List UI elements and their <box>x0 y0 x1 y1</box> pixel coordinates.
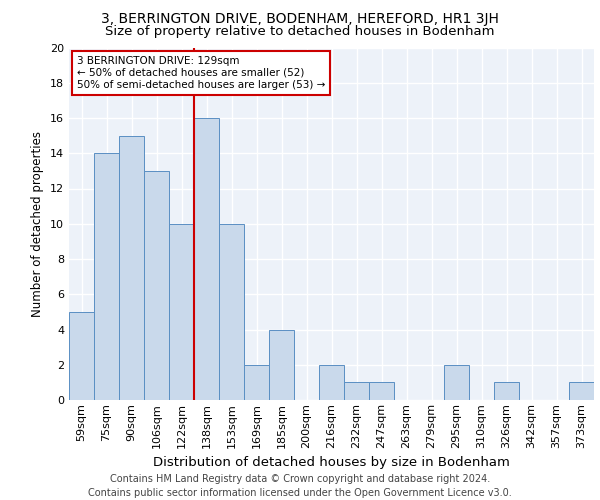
Text: 3 BERRINGTON DRIVE: 129sqm
← 50% of detached houses are smaller (52)
50% of semi: 3 BERRINGTON DRIVE: 129sqm ← 50% of deta… <box>77 56 325 90</box>
Text: 3, BERRINGTON DRIVE, BODENHAM, HEREFORD, HR1 3JH: 3, BERRINGTON DRIVE, BODENHAM, HEREFORD,… <box>101 12 499 26</box>
Bar <box>144 171 169 400</box>
Bar <box>94 153 119 400</box>
Bar <box>119 136 144 400</box>
X-axis label: Distribution of detached houses by size in Bodenham: Distribution of detached houses by size … <box>153 456 510 469</box>
Bar <box>269 330 294 400</box>
Bar <box>244 365 269 400</box>
Bar <box>444 365 469 400</box>
Bar <box>319 365 344 400</box>
Text: Size of property relative to detached houses in Bodenham: Size of property relative to detached ho… <box>105 25 495 38</box>
Bar <box>569 382 594 400</box>
Bar <box>169 224 194 400</box>
Bar <box>494 382 519 400</box>
Bar <box>194 118 219 400</box>
Bar <box>369 382 394 400</box>
Bar <box>344 382 369 400</box>
Bar <box>69 312 94 400</box>
Text: Contains HM Land Registry data © Crown copyright and database right 2024.
Contai: Contains HM Land Registry data © Crown c… <box>88 474 512 498</box>
Bar <box>219 224 244 400</box>
Y-axis label: Number of detached properties: Number of detached properties <box>31 130 44 317</box>
